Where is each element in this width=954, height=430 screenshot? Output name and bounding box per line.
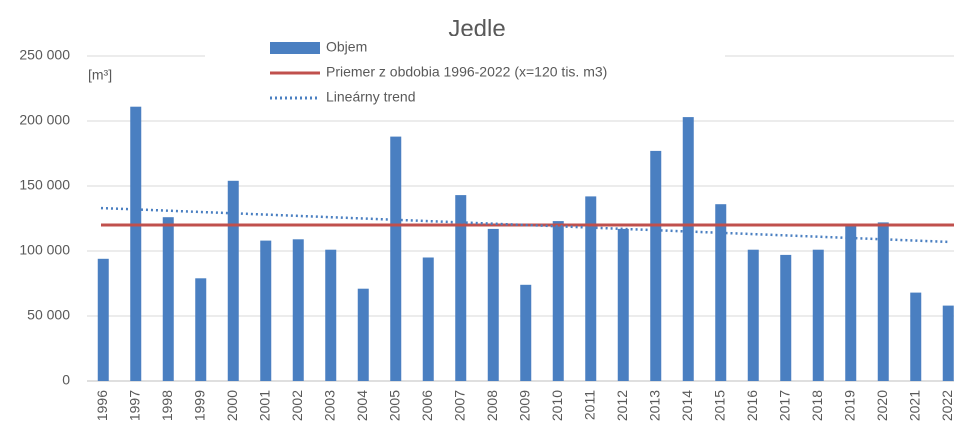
x-tick-label: 2004 (354, 390, 370, 421)
x-tick-label: 2019 (841, 390, 857, 421)
x-tick-label: 2003 (321, 390, 337, 421)
unit-label: [m³] (88, 67, 112, 83)
y-tick-label: 100 000 (19, 242, 70, 258)
bar (260, 240, 272, 381)
bar (292, 239, 304, 381)
bar (390, 136, 402, 381)
y-tick-label: 150 000 (19, 177, 70, 193)
x-tick-label: 2000 (224, 390, 240, 421)
x-tick-label: 1998 (159, 390, 175, 421)
x-tick-label: 2014 (679, 390, 695, 421)
x-tick-label: 2002 (289, 390, 305, 421)
legend-label: Objem (326, 39, 367, 55)
bar (487, 228, 499, 381)
bar (780, 254, 792, 381)
bar (682, 117, 694, 381)
y-tick-label: 50 000 (27, 307, 70, 323)
y-tick-label: 0 (62, 372, 70, 388)
bar (97, 258, 109, 381)
bar (325, 249, 337, 381)
x-tick-label: 1997 (126, 390, 142, 421)
bar (357, 288, 369, 381)
bar (227, 180, 239, 381)
bar (715, 204, 727, 381)
y-tick-label: 250 000 (19, 47, 70, 63)
x-tick-label: 2016 (744, 390, 760, 421)
legend-label: Lineárny trend (326, 89, 416, 105)
x-tick-label: 2015 (711, 390, 727, 421)
bar (585, 196, 597, 381)
trend-line (100, 206, 949, 244)
x-tick-label: 2021 (906, 390, 922, 421)
bar (845, 225, 857, 381)
bar (650, 150, 662, 381)
bar (422, 257, 434, 381)
bar (812, 249, 824, 381)
x-tick-label: 2012 (614, 390, 630, 421)
legend-swatch (270, 42, 320, 54)
x-tick-label: 2007 (451, 390, 467, 421)
bar (942, 305, 954, 381)
bar (910, 292, 922, 381)
x-tick-label: 1996 (94, 390, 110, 421)
x-tick-label: 2022 (939, 390, 954, 421)
x-tick-label: 2006 (419, 390, 435, 421)
x-tick-label: 2001 (256, 390, 272, 421)
bar (130, 106, 142, 381)
legend-label: Priemer z obdobia 1996-2022 (x=120 tis. … (326, 64, 607, 80)
bar (617, 228, 629, 381)
bar (455, 195, 467, 381)
bar (747, 249, 759, 381)
y-tick-label: 200 000 (19, 112, 70, 128)
bar (520, 284, 532, 381)
bar (877, 222, 889, 381)
x-tick-label: 2020 (874, 390, 890, 421)
x-tick-label: 1999 (191, 390, 207, 421)
bar (195, 278, 207, 381)
x-tick-label: 2005 (386, 390, 402, 421)
x-tick-label: 2018 (809, 390, 825, 421)
bar (552, 221, 564, 381)
bar (162, 217, 174, 381)
x-tick-label: 2013 (646, 390, 662, 421)
x-tick-label: 2008 (484, 390, 500, 421)
x-tick-label: 2009 (516, 390, 532, 421)
x-tick-label: 2017 (776, 390, 792, 421)
x-tick-label: 2011 (581, 390, 597, 420)
x-tick-label: 2010 (549, 390, 565, 421)
